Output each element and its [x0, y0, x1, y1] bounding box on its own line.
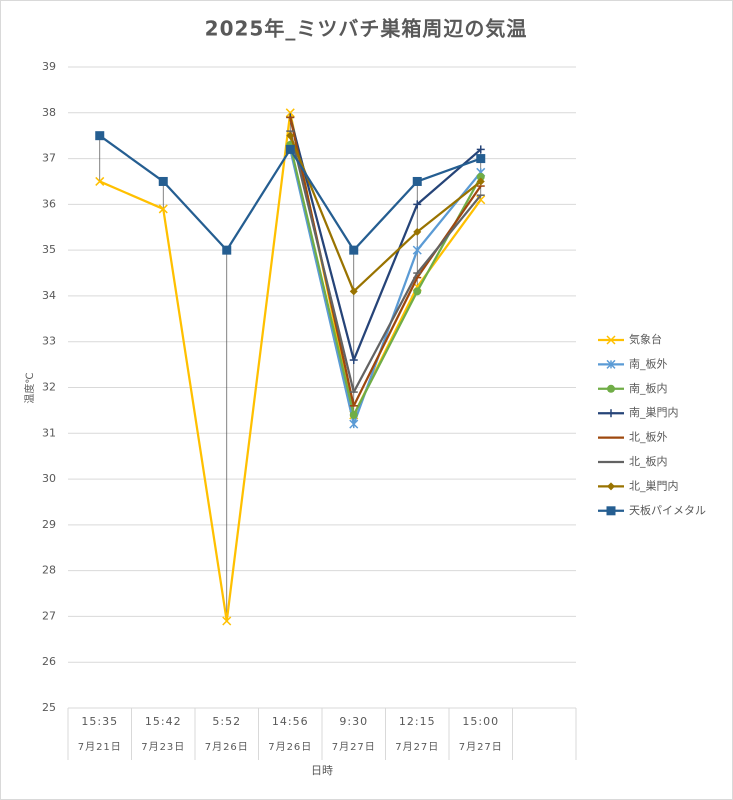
series-line — [289, 135, 482, 293]
marker-shape — [476, 154, 486, 164]
y-tick-label: 33 — [42, 335, 56, 348]
x-tick-label: 12:15 — [399, 715, 436, 728]
y-tick-label: 36 — [42, 197, 56, 210]
data-point — [95, 176, 105, 186]
data-point — [476, 145, 485, 154]
series-line — [289, 130, 482, 394]
legend-label: 北_板内 — [629, 454, 668, 468]
marker-stroke — [476, 195, 486, 205]
data-point — [285, 144, 295, 154]
y-tick-label: 39 — [42, 60, 56, 73]
y-axis-title: 温度℃ — [23, 372, 36, 403]
legend-label: 南_板外 — [629, 356, 668, 370]
y-tick-label: 27 — [42, 609, 56, 622]
data-point — [158, 176, 168, 186]
data-point — [349, 287, 358, 296]
x-date-label: 7月21日 — [78, 741, 122, 753]
x-date-label: 7月27日 — [395, 741, 439, 753]
legend-label: 南_板内 — [629, 381, 668, 395]
x-date-label: 7月26日 — [205, 741, 249, 753]
data-point — [476, 172, 485, 181]
data-point — [349, 410, 358, 419]
y-tick-label: 38 — [42, 106, 56, 119]
legend-marker — [606, 506, 616, 516]
y-tick-label: 34 — [42, 289, 56, 302]
legend-marker — [606, 335, 616, 345]
x-tick-label: 14:56 — [272, 715, 309, 728]
marker-shape — [476, 172, 485, 181]
marker-shape — [95, 131, 105, 141]
y-tick-label: 26 — [42, 655, 56, 668]
x-axis-title: 日時 — [311, 764, 333, 777]
marker-shape — [607, 384, 615, 393]
marker-stroke — [95, 176, 105, 186]
marker-shape — [412, 176, 422, 186]
data-point — [413, 287, 422, 296]
data-point — [222, 245, 232, 255]
marker-shape — [413, 227, 422, 236]
data-point — [285, 108, 295, 118]
marker-shape — [413, 287, 422, 296]
marker-stroke — [285, 108, 295, 118]
legend-marker — [606, 359, 616, 369]
x-tick-label: 15:42 — [145, 715, 182, 728]
legend-label: 天板パイメタル — [629, 503, 706, 517]
marker-shape — [158, 176, 168, 186]
chart-title: 2025年_ミツバチ巣箱周辺の気温 — [205, 17, 528, 41]
legend-label: 北_板外 — [629, 430, 668, 444]
x-tick-label: 15:35 — [81, 715, 118, 728]
y-tick-label: 30 — [42, 472, 56, 485]
marker-shape — [607, 482, 615, 491]
data-point — [349, 245, 359, 255]
legend-label: 南_巣門内 — [629, 405, 679, 419]
x-tick-label: 9:30 — [339, 715, 368, 728]
legend-label: 気象台 — [629, 332, 662, 346]
y-tick-label: 35 — [42, 243, 56, 256]
data-point — [158, 204, 168, 214]
y-tick-label: 25 — [42, 701, 56, 714]
data-point — [476, 177, 485, 186]
marker-stroke — [158, 204, 168, 214]
x-date-label: 7月23日 — [141, 741, 185, 753]
data-point — [349, 419, 359, 429]
legend-label: 北_巣門内 — [629, 478, 679, 492]
data-point — [476, 154, 486, 164]
y-tick-label: 37 — [42, 152, 56, 165]
legend-marker — [607, 409, 615, 418]
data-point — [412, 176, 422, 186]
x-date-label: 7月27日 — [459, 741, 503, 753]
marker-shape — [349, 410, 358, 419]
marker-shape — [286, 131, 295, 140]
x-tick-label: 15:00 — [462, 715, 499, 728]
legend-marker — [607, 384, 615, 393]
legend-marker — [607, 482, 615, 491]
data-point — [413, 227, 422, 236]
marker-shape — [606, 506, 616, 516]
data-point — [412, 245, 422, 255]
marker-stroke — [222, 616, 232, 626]
marker-shape — [285, 144, 295, 154]
series-line — [289, 117, 482, 362]
marker-shape — [349, 287, 358, 296]
data-point — [95, 131, 105, 141]
marker-stroke — [606, 335, 616, 345]
marker-shape — [476, 177, 485, 186]
marker-shape — [349, 245, 359, 255]
y-tick-label: 31 — [42, 426, 56, 439]
data-point — [222, 616, 232, 626]
data-point — [413, 200, 422, 209]
data-point — [286, 131, 295, 140]
marker-shape — [222, 245, 232, 255]
data-point — [349, 356, 358, 365]
x-date-label: 7月26日 — [268, 741, 312, 753]
x-date-label: 7月27日 — [332, 741, 376, 753]
y-tick-label: 28 — [42, 564, 56, 577]
x-tick-label: 5:52 — [212, 715, 241, 728]
series-line — [289, 149, 482, 426]
y-tick-label: 29 — [42, 518, 56, 531]
y-tick-label: 32 — [42, 381, 56, 394]
